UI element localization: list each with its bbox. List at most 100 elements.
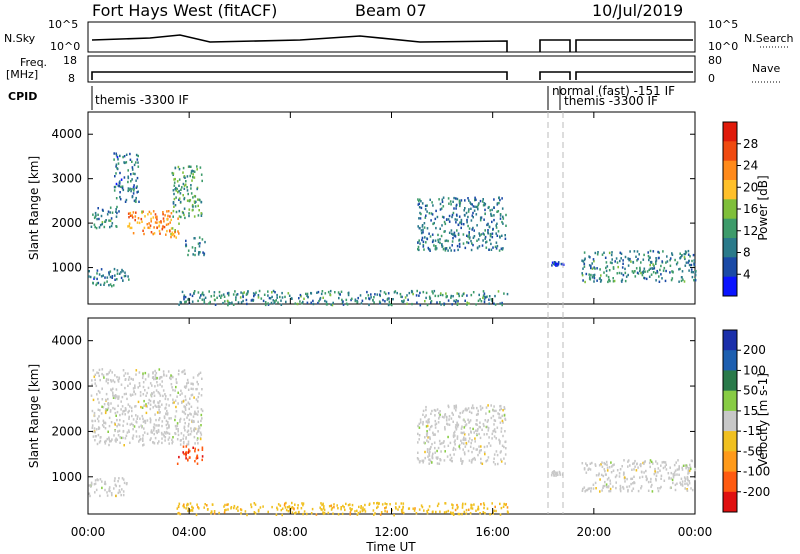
echo-cell (475, 205, 478, 209)
echo-cell (595, 474, 598, 477)
echo-cell (171, 438, 173, 442)
echo-cell (194, 247, 197, 250)
echo-cell (344, 508, 346, 512)
echo-cell (436, 456, 439, 460)
echo-cell (445, 419, 448, 422)
echo-cell (96, 217, 98, 221)
echo-cell (146, 419, 149, 422)
echo-cell (118, 484, 121, 488)
echo-cell (498, 438, 500, 442)
echo-cell (608, 490, 610, 493)
echo-cell (201, 446, 204, 449)
echo-cell (688, 469, 691, 472)
echo-cell (688, 471, 690, 474)
y-tick-label: 1000 (51, 261, 82, 275)
echo-cell (494, 245, 497, 248)
echo-cell (152, 429, 155, 432)
echo-cell (173, 197, 176, 201)
echo-cell (99, 223, 102, 227)
echo-cell (152, 232, 154, 236)
echo-cell (591, 262, 593, 265)
echo-cell (562, 263, 565, 266)
echo-cell (584, 280, 586, 284)
echo-cell (507, 511, 509, 514)
echo-cell (467, 508, 470, 511)
echo-cell (418, 508, 421, 511)
echo-cell (117, 491, 120, 495)
echo-cell (198, 245, 201, 248)
echo-cell (196, 406, 199, 410)
echo-cell (588, 487, 591, 490)
echo-cell (150, 212, 152, 215)
colorbar-swatch (723, 451, 737, 472)
echo-cell (502, 217, 505, 220)
echo-cell (192, 387, 194, 391)
echo-cell (150, 220, 152, 223)
echo-cell (171, 440, 174, 443)
echo-cell (425, 420, 428, 423)
echo-cell (178, 369, 180, 372)
power-colorbar-label: Power [dB] (756, 175, 770, 240)
echo-cell (458, 215, 461, 218)
echo-cell (174, 177, 176, 181)
echo-cell (426, 432, 429, 435)
echo-cell (365, 297, 367, 300)
echo-cell (434, 414, 436, 417)
echo-cell (99, 478, 102, 481)
echo-cell (490, 233, 492, 236)
echo-cell (194, 460, 196, 463)
echo-cell (113, 479, 116, 483)
echo-cell (93, 483, 96, 486)
echo-cell (357, 511, 360, 515)
echo-cell (417, 441, 419, 444)
echo-cell (555, 264, 557, 267)
echo-cell (588, 255, 590, 258)
echo-cell (643, 277, 646, 280)
echo-cell (499, 440, 501, 443)
echo-cell (127, 225, 129, 228)
echo-cell (483, 445, 486, 449)
echo-cell (467, 440, 470, 443)
echo-cell (590, 490, 592, 493)
echo-cell (441, 245, 443, 248)
velocity-y-axis-label: Slant Range [km] (27, 364, 41, 468)
echo-cell (130, 406, 133, 410)
echo-cell (111, 285, 113, 288)
echo-cell (478, 451, 481, 454)
echo-cell (447, 239, 449, 243)
echo-cell (498, 249, 501, 252)
colorbar-swatch (723, 410, 737, 432)
echo-cell (203, 252, 206, 255)
power-echo-cells (88, 152, 697, 307)
echo-cell (455, 203, 458, 207)
echo-cell (182, 442, 185, 445)
echo-cell (451, 233, 454, 236)
echo-cell (373, 513, 375, 516)
echo-cell (177, 402, 179, 405)
echo-cell (235, 296, 237, 299)
echo-cell (214, 298, 216, 302)
echo-cell (676, 468, 679, 471)
echo-cell (401, 295, 403, 299)
echo-cell (115, 437, 117, 440)
echo-cell (472, 457, 474, 461)
echo-cell (201, 291, 204, 294)
echo-cell (607, 476, 610, 480)
echo-cell (670, 278, 673, 282)
echo-cell (599, 277, 601, 280)
echo-cell (147, 402, 150, 405)
echo-cell (161, 441, 163, 445)
echo-cell (627, 460, 629, 463)
echo-cell (236, 293, 239, 296)
echo-cell (437, 502, 440, 505)
echo-cell (655, 460, 657, 463)
echo-cell (676, 261, 679, 264)
echo-cell (593, 277, 596, 280)
echo-cell (590, 273, 592, 277)
echo-cell (421, 225, 424, 228)
echo-cell (608, 466, 611, 469)
echo-cell (98, 401, 100, 404)
echo-cell (467, 197, 469, 200)
echo-cell (201, 409, 204, 413)
echo-cell (92, 369, 95, 372)
